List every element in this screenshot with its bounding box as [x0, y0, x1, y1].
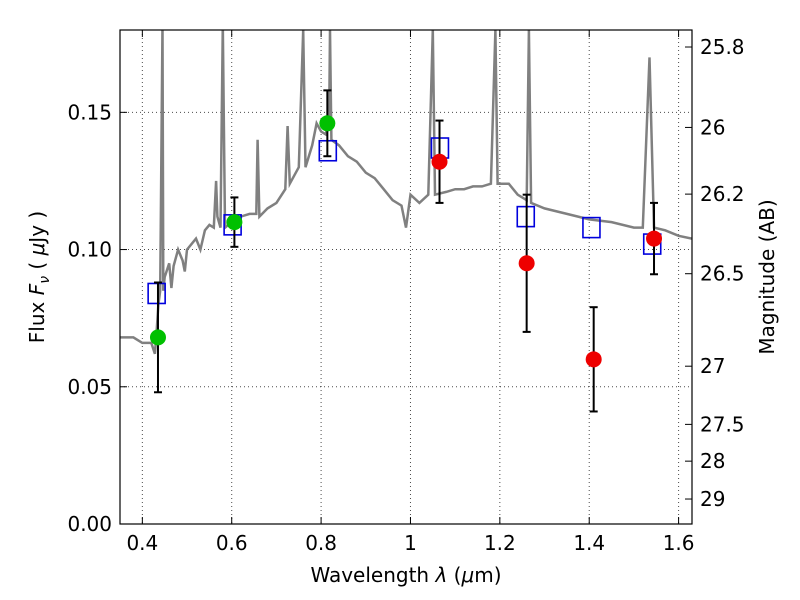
data-point-1-0: [431, 153, 448, 170]
mag-tick-label-4: 27: [700, 354, 725, 378]
x-tick-label-6: 1.6: [663, 531, 695, 555]
mag-tick-label-3: 26.5: [700, 262, 745, 286]
mag-tick-label-2: 26.2: [700, 182, 745, 206]
mag-tick-label-1: 26: [700, 115, 725, 139]
mag-tick-label-7: 29: [700, 487, 725, 511]
model-square-5: [582, 216, 601, 239]
plot-area: [120, 30, 692, 413]
y-tick-label-2: 0.10: [67, 238, 112, 262]
data-point-1-1: [518, 255, 535, 272]
x-tick-label-3: 1: [404, 531, 417, 555]
data-point-1-3: [646, 230, 663, 247]
x-tick-label-0: 0.4: [126, 531, 158, 555]
y-tick-label-0: 0.00: [67, 512, 112, 536]
x-tick-label-1: 0.6: [216, 531, 248, 555]
x-axis-label: Wavelength λ (μm): [310, 563, 501, 587]
x-tick-label-4: 1.2: [484, 531, 516, 555]
x-tick-label-2: 0.8: [305, 531, 337, 555]
mag-tick-label-5: 27.5: [700, 412, 745, 436]
plot-frame: [119, 29, 693, 525]
y-tick-label-1: 0.05: [67, 375, 112, 399]
spectrum-line: [120, 30, 692, 355]
x-tick-label-5: 1.4: [573, 531, 605, 555]
data-point-0-1: [226, 214, 243, 231]
data-point-1-2: [585, 351, 602, 368]
data-point-0-2: [319, 115, 336, 132]
y-tick-label-3: 0.15: [67, 100, 112, 124]
mag-tick-label-6: 28: [700, 449, 725, 473]
data-point-0-0: [149, 329, 166, 346]
mag-tick-label-0: 25.8: [700, 35, 745, 59]
y2-axis-label: Magnitude (AB): [755, 199, 779, 354]
y-axis-label: Flux Fν ( μJy ): [25, 211, 53, 343]
